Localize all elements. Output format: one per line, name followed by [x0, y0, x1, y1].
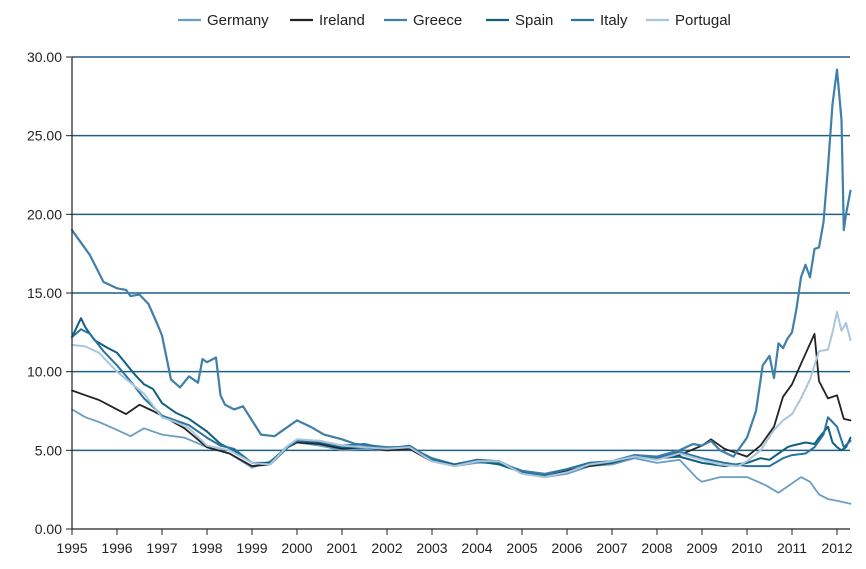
legend-label-spain: Spain: [515, 12, 553, 29]
x-tick-label: 1997: [146, 540, 177, 556]
x-tick-label: 2001: [326, 540, 357, 556]
x-tick-label: 2010: [731, 540, 762, 556]
y-tick-label: 0.00: [35, 521, 62, 537]
x-tick-label: 2004: [461, 540, 492, 556]
y-tick-label: 25.00: [27, 128, 62, 144]
axes: [66, 56, 850, 535]
x-tick-label: 2011: [777, 540, 807, 556]
y-axis-tick-labels: 0.00 5.00 10.00 15.00 20.00 25.00 30.00: [27, 49, 62, 537]
y-tick-label: 30.00: [27, 49, 62, 65]
x-axis-tick-labels: 1995 1996 1997 1998 1999 2000 2001 2002 2003 2004…: [56, 540, 852, 556]
legend-label-italy: Italy: [600, 12, 628, 29]
legend: Germany Ireland Greece Spain Italy Portugal: [178, 12, 731, 29]
y-tick-label: 10.00: [27, 364, 62, 380]
y-tick-label: 20.00: [27, 206, 62, 222]
legend-label-greece: Greece: [413, 12, 462, 29]
legend-label-portugal: Portugal: [675, 12, 731, 29]
legend-label-ireland: Ireland: [319, 12, 365, 29]
x-tick-label: 2008: [641, 540, 672, 556]
x-tick-label: 1995: [56, 540, 87, 556]
x-tick-label: 1999: [236, 540, 267, 556]
x-tick-label: 2006: [551, 540, 582, 556]
legend-label-germany: Germany: [207, 12, 269, 29]
x-tick-label: 1996: [101, 540, 132, 556]
x-tick-label: 2007: [596, 540, 627, 556]
y-tick-label: 15.00: [27, 285, 62, 301]
series-line-greece: [70, 68, 852, 475]
x-tick-label: 1998: [191, 540, 222, 556]
gridlines: [72, 56, 850, 452]
series-line-portugal: [71, 310, 852, 479]
series-line-italy: [71, 328, 852, 477]
x-tick-label: 2000: [281, 540, 312, 556]
series-lines: [70, 68, 852, 505]
x-tick-label: 2012: [821, 540, 852, 556]
x-tick-label: 2003: [416, 540, 447, 556]
x-tick-label: 2005: [506, 540, 537, 556]
x-tick-label: 2002: [371, 540, 402, 556]
x-tick-label: 2009: [686, 540, 717, 556]
series-line-spain: [71, 317, 852, 479]
y-tick-label: 5.00: [35, 442, 62, 458]
